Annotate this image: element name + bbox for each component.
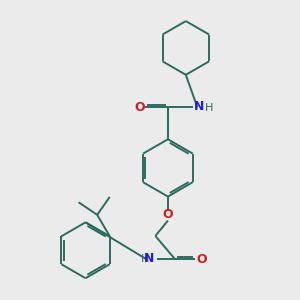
Text: O: O (163, 208, 173, 221)
Text: O: O (196, 253, 207, 266)
Text: N: N (144, 252, 155, 265)
Text: O: O (134, 100, 145, 113)
Text: N: N (194, 100, 204, 113)
Text: H: H (204, 103, 213, 113)
Text: H: H (141, 254, 149, 263)
